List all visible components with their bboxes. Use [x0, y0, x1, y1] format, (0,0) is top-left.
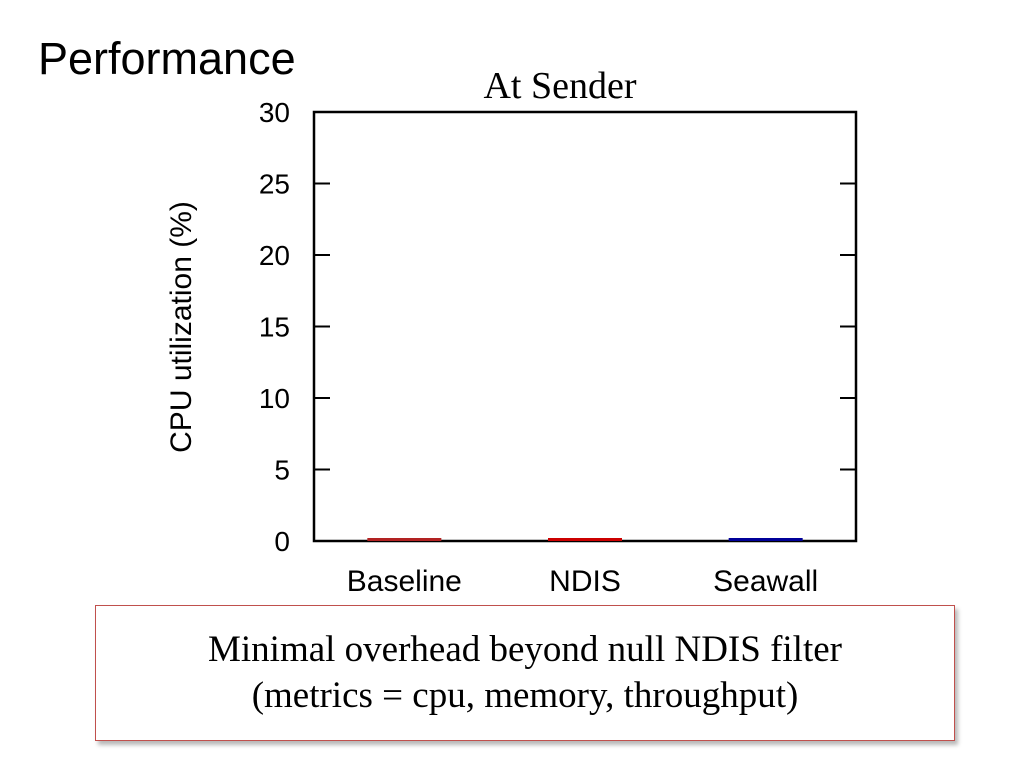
bar-ndis: [548, 538, 622, 541]
cpu-utilization-bar-chart: 0 5 10 15 20 25 30 Baseline NDIS Seawall CPU uti…: [165, 97, 858, 598]
y-axis-label: CPU utilization (%): [165, 201, 198, 453]
x-tick-label-seawall: Seawall: [713, 565, 818, 598]
y-tick-label: 10: [259, 383, 290, 414]
chart-title: At Sender: [483, 65, 637, 107]
y-tick-label: 20: [259, 240, 290, 271]
slide-title: Performance: [38, 33, 296, 84]
bar-baseline: [367, 538, 442, 541]
y-tick-label: 15: [259, 312, 290, 343]
x-tick-label-baseline: Baseline: [347, 565, 462, 598]
x-axis-labels: Baseline NDIS Seawall: [347, 565, 818, 598]
callout-box: Minimal overhead beyond null NDIS filter…: [95, 605, 955, 741]
y-tick-label: 5: [274, 455, 290, 486]
callout-line-1: Minimal overhead beyond null NDIS filter: [207, 628, 842, 670]
x-tick-label-ndis: NDIS: [549, 565, 621, 598]
bar-seawall: [728, 538, 803, 541]
y-tick-label: 25: [259, 169, 290, 200]
callout-line-2: (metrics = cpu, memory, throughput): [251, 675, 799, 716]
bars: [367, 538, 803, 541]
y-axis-ticks: 0 5 10 15 20 25 30: [259, 97, 856, 557]
y-tick-label: 30: [259, 97, 290, 128]
plot-area-frame: [312, 110, 858, 543]
y-tick-label: 0: [274, 526, 290, 557]
